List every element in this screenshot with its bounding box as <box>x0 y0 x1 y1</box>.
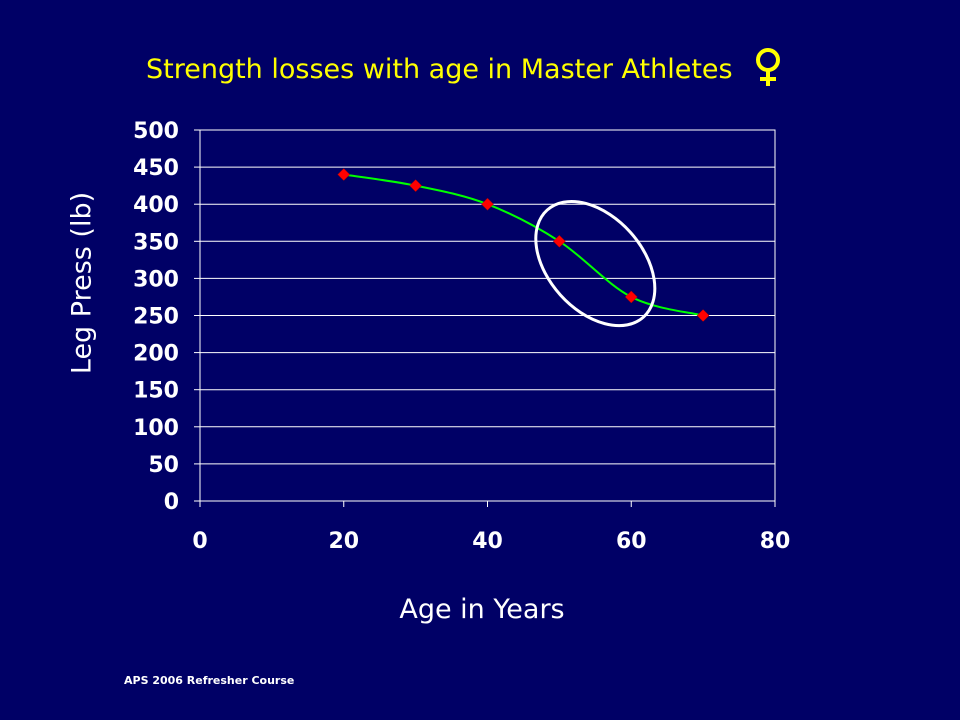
data-point <box>624 290 638 304</box>
y-tick-label: 200 <box>133 342 179 367</box>
y-tick-label: 450 <box>133 156 179 181</box>
y-tick-label: 350 <box>133 230 179 255</box>
x-tick-label: 20 <box>328 529 359 554</box>
data-point <box>409 179 422 193</box>
y-tick-label: 150 <box>133 379 179 404</box>
y-tick-label: 0 <box>164 490 179 515</box>
y-tick-label: 250 <box>133 305 179 330</box>
series-line <box>343 173 704 317</box>
chart-title-text: Strength losses with age in Master Athle… <box>146 54 733 85</box>
data-point <box>481 197 494 211</box>
highlight-ellipse <box>534 199 657 328</box>
x-tick-label: 60 <box>616 529 647 554</box>
y-tick-label: 300 <box>133 267 179 292</box>
data-point <box>696 309 710 322</box>
x-axis-label: Age in Years <box>399 594 565 625</box>
x-tick-label: 40 <box>472 529 503 554</box>
y-tick-label: 500 <box>133 119 179 144</box>
y-tick-label: 50 <box>148 453 179 478</box>
x-tick-label: 0 <box>192 529 207 554</box>
y-tick-label: 400 <box>133 193 179 218</box>
chart-title: Strength losses with age in Master Athle… <box>146 48 783 95</box>
female-symbol-icon <box>753 48 783 95</box>
data-point <box>553 234 566 248</box>
data-point <box>337 168 351 181</box>
y-tick-label: 100 <box>133 416 179 441</box>
x-tick-label: 80 <box>760 529 791 554</box>
footer-text: APS 2006 Refresher Course <box>124 674 295 687</box>
